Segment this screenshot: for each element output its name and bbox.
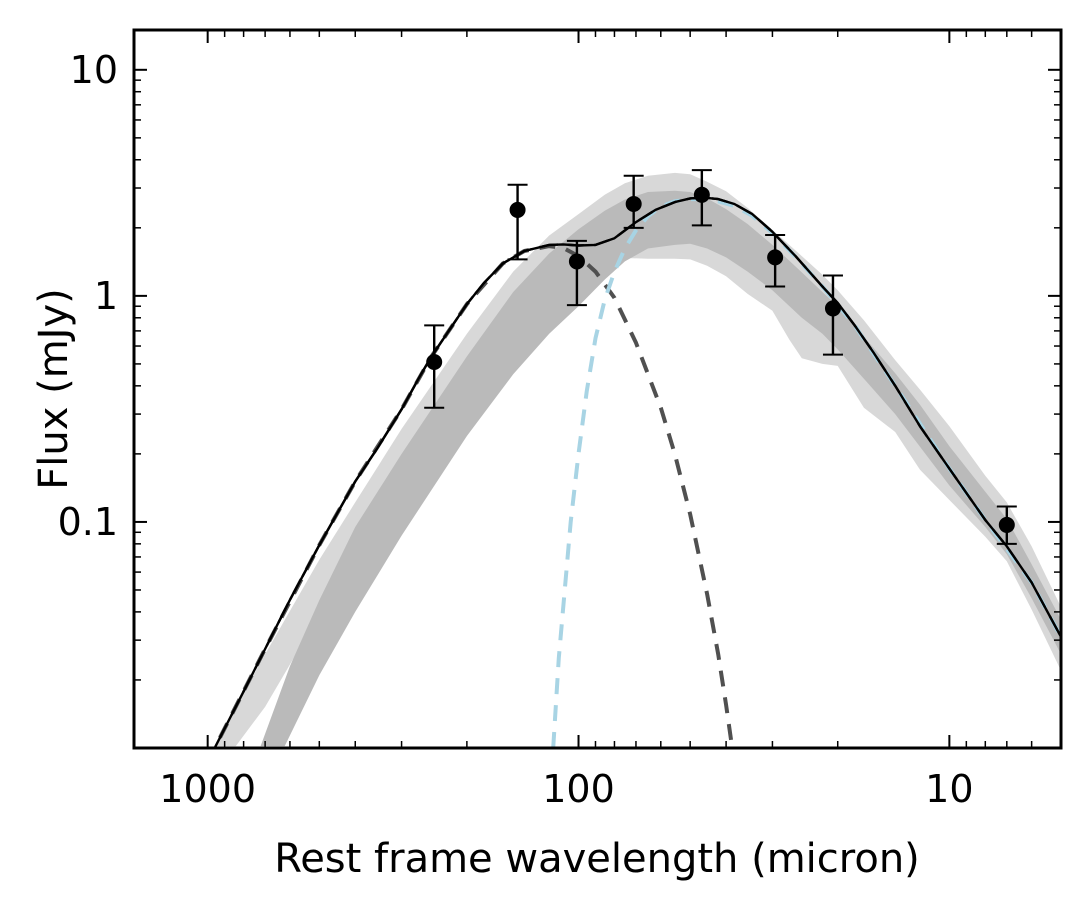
x-tick-labels: 1000 100 10 <box>159 767 973 811</box>
model-lines <box>212 196 1061 748</box>
template-band-inner <box>260 190 1061 747</box>
data-point <box>998 516 1015 533</box>
data-point <box>767 249 784 266</box>
y-tick-label: 10 <box>70 48 118 92</box>
y-tick-labels: 10 1 0.1 <box>58 48 118 544</box>
y-tick-label: 1 <box>94 274 118 318</box>
data-point <box>625 195 642 212</box>
plot-frame <box>132 28 1063 750</box>
x-axis-label: Rest frame wavelength (micron) <box>274 836 920 882</box>
data-point <box>568 253 585 270</box>
data-point <box>824 300 841 317</box>
x-tick-label: 1000 <box>159 767 256 811</box>
x-tick-label: 10 <box>925 767 973 811</box>
y-axis-label: Flux (mJy) <box>31 288 77 490</box>
observed-points <box>424 169 1017 545</box>
total-model-dash-overlay <box>213 196 1061 748</box>
x-tick-label: 100 <box>542 767 615 811</box>
template-bands <box>214 172 1061 747</box>
data-point <box>693 186 710 203</box>
data-point <box>509 201 526 218</box>
axis-ticks <box>134 30 1062 748</box>
data-point <box>426 353 443 370</box>
y-tick-label: 0.1 <box>58 500 118 544</box>
